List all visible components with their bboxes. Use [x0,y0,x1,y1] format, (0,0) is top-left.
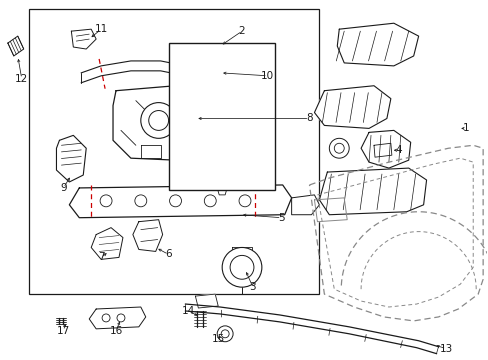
Polygon shape [172,53,210,76]
Circle shape [100,195,112,207]
Polygon shape [373,143,391,157]
Polygon shape [141,145,161,158]
Circle shape [221,330,229,338]
Polygon shape [195,158,218,174]
Polygon shape [113,86,195,160]
Polygon shape [291,195,319,215]
Polygon shape [360,130,410,168]
Text: 7: 7 [98,252,104,262]
Polygon shape [56,135,86,182]
Text: 12: 12 [15,74,28,84]
Bar [29,9,319,294]
Circle shape [230,255,253,279]
Polygon shape [89,307,145,329]
Circle shape [204,195,216,207]
Text: 3: 3 [249,282,256,292]
Polygon shape [232,247,251,257]
Polygon shape [71,29,96,49]
Bar [168,43,274,190]
Text: 2: 2 [238,26,245,36]
Polygon shape [91,228,122,260]
Circle shape [239,195,250,207]
Text: 13: 13 [439,344,452,354]
Text: 6: 6 [165,249,172,260]
Circle shape [117,314,124,322]
Circle shape [135,195,146,207]
Text: 10: 10 [261,71,274,81]
Text: 14: 14 [182,306,195,316]
Circle shape [199,113,211,125]
Circle shape [141,103,176,138]
Text: 8: 8 [305,113,312,123]
Polygon shape [69,185,291,218]
Circle shape [334,143,344,153]
Polygon shape [133,220,163,251]
Polygon shape [178,51,228,175]
Circle shape [102,314,110,322]
Polygon shape [314,86,390,129]
Polygon shape [205,155,238,184]
Polygon shape [8,36,24,56]
Text: 4: 4 [395,145,401,155]
Text: 9: 9 [60,183,66,193]
Text: 11: 11 [94,24,107,34]
Text: 15: 15 [211,334,224,344]
Text: 17: 17 [57,326,70,336]
Text: 1: 1 [462,123,468,134]
Circle shape [148,111,168,130]
Polygon shape [337,23,418,66]
Polygon shape [217,188,226,195]
Polygon shape [319,168,426,215]
Circle shape [222,247,262,287]
Circle shape [328,138,348,158]
Polygon shape [195,294,218,308]
Text: 5: 5 [278,213,285,223]
Circle shape [217,326,233,342]
Circle shape [169,195,181,207]
Polygon shape [314,198,346,222]
Text: 16: 16 [109,326,122,336]
